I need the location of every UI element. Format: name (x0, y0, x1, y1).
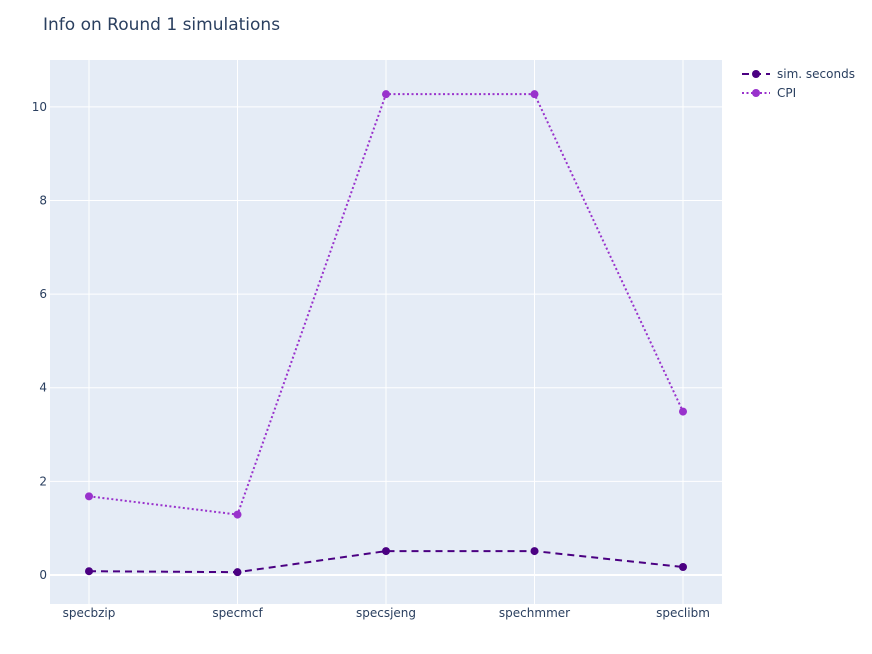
series-1 (85, 547, 687, 577)
y-tick-label: 4 (39, 381, 47, 395)
series-line (88, 550, 684, 574)
data-point[interactable] (85, 567, 93, 576)
legend-marker (752, 89, 760, 97)
series-group (85, 90, 687, 577)
y-tick-label: 6 (39, 287, 47, 301)
x-tick-label: spechmmer (499, 606, 570, 620)
data-point[interactable] (530, 90, 539, 99)
x-tick-label: specmcf (212, 606, 263, 620)
legend-label: sim. seconds (777, 67, 855, 81)
legend-label: CPI (777, 86, 796, 100)
data-point[interactable] (85, 492, 93, 501)
y-axis: 0 2 4 6 8 10 (32, 100, 47, 582)
data-point[interactable] (233, 510, 242, 519)
x-axis: specbzip specmcf specsjeng spechmmer speclib… (63, 606, 710, 620)
legend-marker (752, 70, 760, 78)
series-2 (85, 90, 687, 519)
data-point[interactable] (233, 568, 242, 577)
legend-item[interactable]: sim. seconds (742, 67, 855, 81)
data-point[interactable] (530, 547, 539, 556)
legend[interactable]: sim. seconds CPI (742, 67, 855, 100)
y-tick-label: 0 (39, 568, 47, 582)
chart-title: Info on Round 1 simulations (43, 15, 280, 35)
legend-item[interactable]: CPI (742, 86, 796, 100)
data-point[interactable] (382, 90, 390, 99)
x-tick-label: speclibm (656, 606, 710, 620)
y-tick-label: 10 (32, 100, 47, 114)
x-tick-label: specsjeng (356, 606, 416, 620)
x-tick-label: specbzip (63, 606, 116, 620)
data-point[interactable] (382, 547, 390, 556)
data-point[interactable] (679, 407, 687, 416)
grid-lines (50, 60, 722, 604)
data-point[interactable] (679, 563, 687, 572)
y-tick-label: 2 (39, 474, 47, 488)
y-tick-label: 8 (39, 193, 47, 207)
